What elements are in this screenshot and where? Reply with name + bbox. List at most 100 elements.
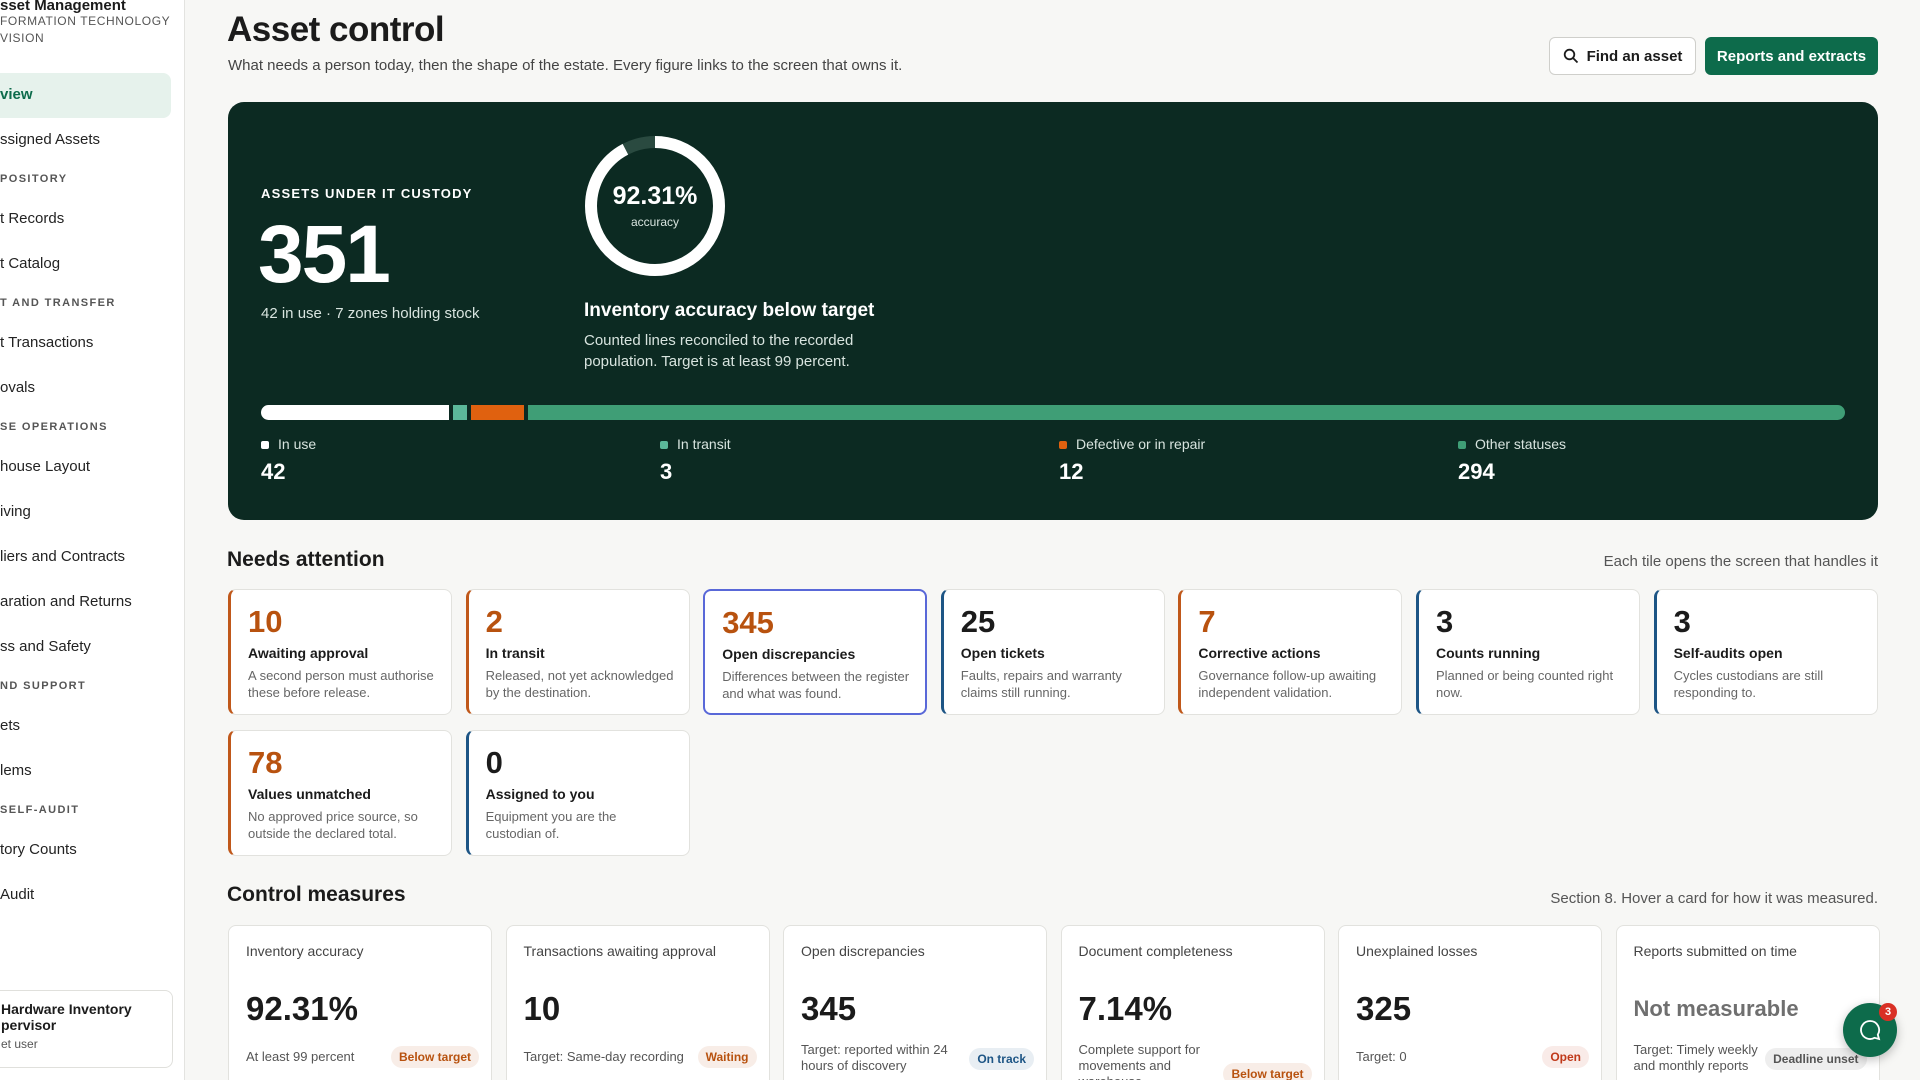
legend-swatch [1059,441,1067,449]
nav-link[interactable]: aration and Returns [0,580,171,625]
tile-desc: independent validation. [1198,685,1333,700]
measure-card[interactable]: Inventory accuracy 92.31% At least 99 perc… [228,925,492,1080]
measure-card[interactable]: Reports submitted on time Not measurable T… [1615,925,1880,1080]
nav-link[interactable]: tory Counts [0,828,171,873]
button-label: Reports and extracts [1716,47,1867,65]
nav-link[interactable]: ssigned Assets [0,118,171,163]
card-value: 92.31% [246,990,358,1027]
tile-desc: outside the declared total. [248,826,397,841]
accuracy-desc: Counted lines reconciled to the recorded [584,332,854,349]
nav-link-text: t Transactions [0,334,94,351]
legend-swatch [261,441,269,449]
legend-swatch [660,441,668,449]
attention-tile[interactable]: 78 Values unmatched No approved price sour… [228,730,452,856]
tile-desc: Cycles custodians are still [1673,668,1824,683]
card-title: Reports submitted on time [1633,943,1797,959]
tile-desc: and what was found. [722,686,842,701]
tile-desc: No approved price source, so [248,809,418,824]
tile-desc: by the destination. [485,685,592,700]
user-card[interactable]: Hardware Inventory pervisor et user [0,990,173,1068]
org-name: sset Management [0,0,126,14]
chat-badge: 3 [1879,1003,1897,1021]
attention-tile[interactable]: 3 Self-audits open Cycles custodians are s… [1653,589,1878,715]
card-value: Not measurable [1633,996,1799,1021]
measure-card[interactable]: Transactions awaiting approval 10 Target: … [505,925,770,1080]
attention-tile[interactable]: 25 Open tickets Faults, repairs and warran… [940,589,1165,715]
nav-link[interactable]: iving [0,490,171,535]
accuracy-donut [585,136,725,276]
hero-sub: 42 in use · 7 zones holding stock [261,305,480,322]
nav-heading: SE OPERATIONS [0,421,108,433]
nav-link[interactable]: lems [0,749,171,794]
legend-swatch [1458,441,1466,449]
legend-label: Other statuses [1475,436,1567,452]
measure-card[interactable]: Document completeness 7.14% Complete suppo… [1060,925,1325,1080]
org-name: FORMATION TECHNOLOGY [0,14,171,28]
legend-value: 294 [1458,459,1495,484]
section-note: Each tile opens the screen that handles … [1603,553,1878,570]
attention-tile[interactable]: 0 Assigned to you Equipment you are the cus… [465,730,690,856]
find-asset-button[interactable]: Find an asset [1549,37,1696,75]
nav-link-text: Audit [0,886,35,903]
hero-panel: ASSETS UNDER IT CUSTODY 351 42 in use · 7 … [228,102,1878,520]
nav-link[interactable]: ovals [0,366,171,411]
status-badge: On track [969,1048,1034,1070]
legend-label: In transit [677,436,731,452]
donut-caption: accuracy [630,215,680,229]
nav-link[interactable]: liers and Contracts [0,535,171,580]
card-value: 325 [1356,990,1412,1027]
card-target: Complete support for [1078,1042,1200,1057]
tile-value: 78 [248,745,283,780]
tile-title: Corrective actions [1198,645,1321,661]
reports-button[interactable]: Reports and extracts [1705,37,1878,75]
nav-link[interactable]: t Catalog [0,242,171,287]
nav-link-text: ssigned Assets [0,131,101,148]
nav-heading: T AND TRANSFER [0,297,116,309]
user-line: Hardware Inventory [1,1001,132,1017]
nav-link[interactable]: house Layout [0,445,171,490]
org-name: VISION [0,31,45,45]
nav-link-text: tory Counts [0,841,77,858]
card-target: At least 99 percent [246,1049,355,1064]
tile-desc: Differences between the register [722,669,910,684]
tile-title: Open discrepancies [722,646,856,662]
card-value: 345 [801,990,857,1027]
nav-link[interactable]: Audit [0,873,171,918]
tile-desc: claims still running. [960,685,1071,700]
legend-value: 3 [660,459,673,484]
legend-label: In use [278,436,317,452]
measure-card[interactable]: Unexplained losses 325 Target: 0 Open [1338,925,1602,1080]
nav-link[interactable]: ss and Safety [0,625,171,670]
attention-tile[interactable]: 7 Corrective actions Governance follow-up … [1178,589,1403,715]
tile-title: Self-audits open [1673,645,1783,661]
nav-link[interactable]: t Records [0,197,171,242]
legend-value: 42 [261,459,286,484]
sidebar: sset Management FORMATION TECHNOLOGY VISIO… [0,0,185,1080]
card-title: Document completeness [1078,943,1233,959]
button-label: Find an asset [1586,47,1683,65]
measure-card[interactable]: Open discrepancies 345 Target: reported wi… [783,925,1047,1080]
donut-arc [585,136,725,276]
section-title: Control measures [227,883,406,906]
search-icon-handle [1571,57,1578,64]
nav-link[interactable]: t Transactions [0,321,171,366]
chat-icon-bubble [1860,1020,1881,1041]
nav-link[interactable]: view [0,73,171,118]
attention-tile[interactable]: 10 Awaiting approval A second person must … [228,589,452,715]
tile-desc: custodian of. [485,826,560,841]
attention-tile[interactable]: 2 In transit Released, not yet acknowledge… [465,589,690,715]
section-title: Needs attention [227,548,385,571]
tile-desc: these before release. [248,685,371,700]
user-line: et user [1,1037,38,1051]
page-title: Asset control [227,10,445,49]
nav-link[interactable]: ets [0,704,171,749]
attention-tile[interactable]: 3 Counts running Planned or being counted … [1416,589,1640,715]
search-icon-lens [1563,48,1575,61]
tile-value: 3 [1436,604,1454,639]
nav-link-text: house Layout [0,458,91,475]
tile-value: 345 [722,605,774,640]
attention-tile[interactable]: 345 Open discrepancies Differences between… [703,589,928,715]
